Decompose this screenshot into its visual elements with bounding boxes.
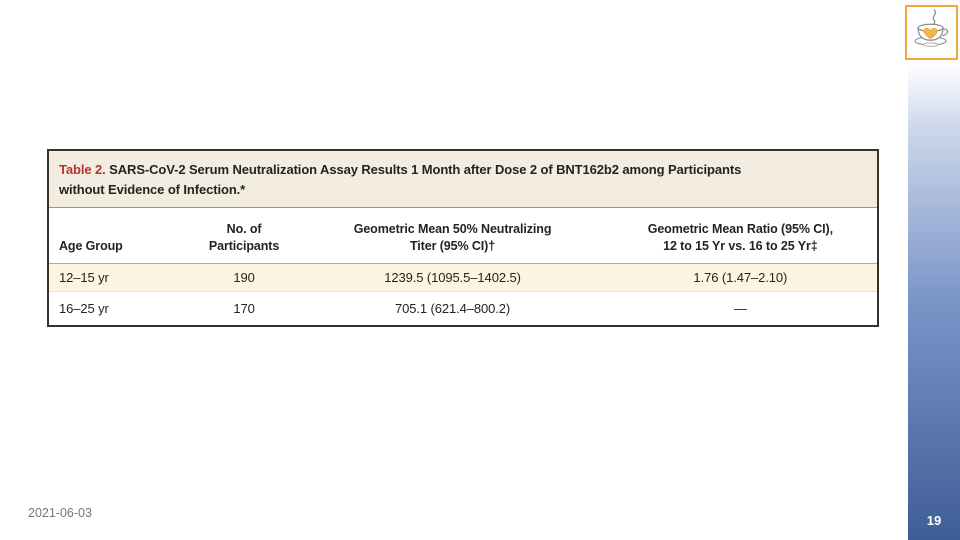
- sidebar-gradient-bar: [908, 62, 960, 540]
- table-title: Table 2. SARS-CoV-2 Serum Neutralization…: [49, 151, 877, 208]
- header-age-group: Age Group: [59, 239, 123, 254]
- page-number: 19: [926, 513, 942, 528]
- table-number-label: Table 2.: [59, 162, 106, 177]
- table-title-line2: without Evidence of Infection.*: [59, 181, 246, 197]
- cell-ratio: 1.76 (1.47–2.10): [693, 270, 788, 285]
- slide-date: 2021-06-03: [28, 506, 92, 520]
- table-row: 12–15 yr 190 1239.5 (1095.5–1402.5) 1.76…: [49, 264, 877, 292]
- cell-age-group: 12–15 yr: [59, 270, 109, 285]
- header-geometric-mean-ratio: Geometric Mean Ratio (95% CI), 12 to 15 …: [647, 222, 833, 254]
- header-participants: No. of Participants: [208, 222, 280, 254]
- cell-titer: 1239.5 (1095.5–1402.5): [384, 270, 521, 285]
- table-header-row: Age Group No. of Participants Geometric …: [49, 208, 877, 264]
- cell-titer: 705.1 (621.4–800.2): [394, 301, 511, 316]
- table-row: 16–25 yr 170 705.1 (621.4–800.2) —: [49, 292, 877, 325]
- table-title-line1: SARS-CoV-2 Serum Neutralization Assay Re…: [109, 162, 742, 177]
- cell-ratio: —: [733, 301, 747, 316]
- cell-participants: 170: [233, 301, 255, 316]
- cell-participants: 190: [233, 270, 255, 285]
- header-geometric-mean-titer: Geometric Mean 50% Neutralizing Titer (9…: [353, 222, 552, 254]
- cell-age-group: 16–25 yr: [59, 301, 109, 316]
- results-table: Table 2. SARS-CoV-2 Serum Neutralization…: [47, 149, 879, 327]
- coffee-cup-heart-icon: [910, 7, 954, 58]
- slide-logo: [905, 5, 958, 60]
